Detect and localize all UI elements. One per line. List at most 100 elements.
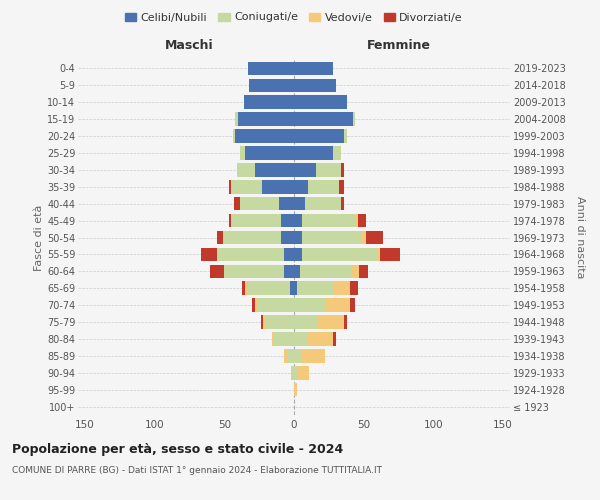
Bar (244, 96, 294, 109)
Bar (334, 282, 350, 295)
Bar (377, 248, 380, 261)
Bar (294, 130, 344, 143)
Bar (294, 112, 353, 126)
Bar (231, 214, 281, 228)
Bar (358, 214, 367, 228)
Bar (380, 248, 400, 261)
Bar (308, 180, 338, 194)
Bar (294, 383, 297, 396)
Bar (217, 248, 284, 261)
Bar (350, 282, 358, 295)
Bar (353, 112, 355, 126)
Bar (301, 349, 325, 362)
Bar (294, 282, 297, 295)
Bar (317, 316, 344, 329)
Bar (294, 180, 308, 194)
Bar (260, 316, 263, 329)
Bar (233, 130, 235, 143)
Y-axis label: Anni di nascita: Anni di nascita (575, 196, 585, 279)
Bar (294, 146, 333, 160)
Bar (235, 112, 238, 126)
Bar (200, 248, 217, 261)
Bar (302, 248, 377, 261)
Bar (302, 230, 361, 244)
Bar (351, 264, 359, 278)
Bar (326, 298, 350, 312)
Text: COMUNE DI PARRE (BG) - Dati ISTAT 1° gennaio 2024 - Elaborazione TUTTITALIA.IT: COMUNE DI PARRE (BG) - Dati ISTAT 1° gen… (12, 466, 382, 475)
Bar (284, 349, 287, 362)
Bar (294, 230, 302, 244)
Bar (294, 214, 302, 228)
Bar (333, 332, 336, 345)
Bar (294, 366, 297, 380)
Text: Popolazione per età, sesso e stato civile - 2024: Popolazione per età, sesso e stato civil… (12, 442, 343, 456)
Bar (344, 316, 347, 329)
Bar (235, 130, 294, 143)
Bar (274, 332, 294, 345)
Bar (281, 230, 294, 244)
Bar (359, 264, 368, 278)
Bar (217, 230, 223, 244)
Bar (229, 180, 231, 194)
Bar (294, 332, 307, 345)
Legend: Celibi/Nubili, Coniugati/e, Vedovi/e, Divorziati/e: Celibi/Nubili, Coniugati/e, Vedovi/e, Di… (121, 8, 467, 27)
Bar (341, 163, 344, 176)
Bar (229, 214, 231, 228)
Bar (299, 264, 351, 278)
Bar (302, 214, 355, 228)
Bar (316, 163, 341, 176)
Bar (355, 214, 358, 228)
Bar (367, 230, 383, 244)
Bar (294, 264, 299, 278)
Bar (297, 282, 334, 295)
Bar (258, 298, 294, 312)
Bar (290, 282, 294, 295)
Bar (294, 78, 336, 92)
Bar (248, 62, 294, 75)
Bar (294, 163, 316, 176)
Y-axis label: Fasce di età: Fasce di età (34, 204, 44, 270)
Bar (245, 282, 248, 295)
Bar (245, 146, 294, 160)
Bar (224, 264, 284, 278)
Bar (294, 248, 302, 261)
Bar (294, 298, 326, 312)
Bar (242, 282, 245, 295)
Bar (287, 349, 294, 362)
Bar (237, 163, 255, 176)
Bar (263, 316, 266, 329)
Bar (239, 197, 278, 210)
Bar (294, 62, 333, 75)
Bar (341, 197, 344, 210)
Bar (266, 316, 294, 329)
Bar (350, 298, 355, 312)
Bar (252, 298, 255, 312)
Bar (307, 332, 333, 345)
Bar (248, 282, 290, 295)
Bar (278, 197, 294, 210)
Bar (294, 349, 301, 362)
Bar (294, 96, 347, 109)
Bar (281, 214, 294, 228)
Bar (238, 112, 294, 126)
Bar (305, 197, 341, 210)
Text: Femmine: Femmine (367, 40, 431, 52)
Bar (291, 366, 294, 380)
Bar (262, 180, 294, 194)
Bar (294, 316, 317, 329)
Bar (284, 264, 294, 278)
Bar (338, 180, 344, 194)
Bar (297, 366, 310, 380)
Bar (255, 298, 258, 312)
Text: Maschi: Maschi (165, 40, 214, 52)
Bar (284, 248, 294, 261)
Bar (344, 130, 347, 143)
Bar (223, 230, 281, 244)
Bar (239, 146, 245, 160)
Bar (250, 78, 294, 92)
Bar (234, 197, 239, 210)
Bar (231, 180, 262, 194)
Bar (211, 264, 224, 278)
Bar (361, 230, 367, 244)
Bar (294, 197, 305, 210)
